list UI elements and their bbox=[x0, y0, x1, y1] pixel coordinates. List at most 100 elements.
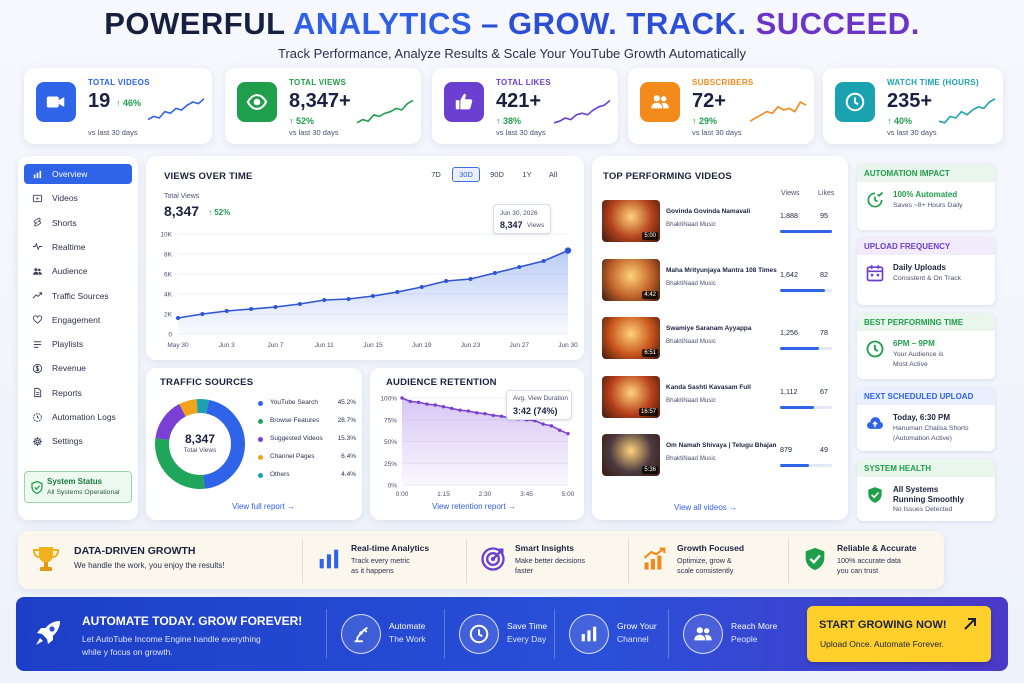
video-row[interactable]: 16:57 Kanda Sashti Kavasam Full BhaktiNaad… bbox=[602, 375, 838, 420]
info-card-line1: 100% Automated bbox=[893, 190, 958, 199]
view-all-videos-link[interactable]: View all videos → bbox=[674, 503, 737, 512]
stat-value: 72+ bbox=[692, 90, 726, 112]
sidebar-item-settings[interactable]: Settings bbox=[24, 431, 132, 451]
traffic-legend-item: Suggested Videos 15.3% bbox=[258, 435, 356, 445]
bar-chart-icon bbox=[581, 626, 597, 642]
sidebar-item-playlists[interactable]: Playlists bbox=[24, 334, 132, 354]
views-point bbox=[297, 302, 302, 306]
views-area bbox=[178, 250, 568, 334]
donut-slice-youtube-search bbox=[202, 399, 245, 489]
retention-y-tick: 100% bbox=[380, 396, 397, 403]
banner-item-line1: Reach More bbox=[731, 621, 778, 631]
retention-x-tick: 1:15 bbox=[437, 491, 450, 498]
start-growing-button[interactable]: START GROWING NOW! Upload Once. Automate… bbox=[807, 606, 991, 662]
retention-point bbox=[475, 411, 479, 415]
sidebar-item-revenue[interactable]: Revenue bbox=[24, 358, 132, 378]
retention-area bbox=[402, 398, 568, 485]
banner-item-grow-your: Grow Your Channel bbox=[554, 609, 664, 659]
cta-sub: Upload Once. Automate Forever. bbox=[820, 639, 944, 649]
video-thumbnail[interactable]: 4:42 bbox=[602, 258, 660, 301]
info-card-icon-wrap bbox=[865, 339, 885, 364]
legend-value: 28.7% bbox=[337, 417, 356, 424]
shield-check-icon bbox=[805, 547, 825, 571]
view-retention-report-link[interactable]: View retention report → bbox=[432, 502, 516, 511]
traffic-legend-item: Channel Pages 6.4% bbox=[258, 453, 356, 463]
views-x-tick: Jun 19 bbox=[412, 342, 432, 349]
sidebar-item-overview[interactable]: Overview bbox=[24, 164, 132, 184]
video-row[interactable]: 5:36 Om Namah Shivaya | Telugu Bhajan Bhak… bbox=[602, 434, 838, 478]
sidebar-item-shorts[interactable]: Shorts bbox=[24, 213, 132, 233]
retention-point bbox=[491, 413, 495, 418]
stat-sparkline bbox=[939, 98, 996, 124]
feature-line2: you can trust bbox=[837, 566, 879, 575]
retention-point bbox=[416, 400, 421, 405]
banner-item-save-time: Save Time Every Day bbox=[444, 609, 554, 659]
shield-check-icon bbox=[868, 487, 882, 503]
views-point bbox=[176, 316, 180, 320]
info-card-line2: Your Audience is bbox=[893, 351, 944, 358]
users-icon bbox=[694, 627, 712, 641]
sidebar-item-videos[interactable]: Videos bbox=[24, 188, 132, 208]
stat-card-subscribers: SUBSCRIBERS 72+ ↑ 29% vs last 30 days bbox=[628, 68, 814, 144]
views-point bbox=[395, 290, 400, 294]
range-button-7d[interactable]: 7D bbox=[431, 170, 441, 179]
sidebar-item-realtime[interactable]: Realtime bbox=[24, 237, 132, 257]
banner-item-line2: People bbox=[731, 634, 758, 644]
info-card-line2: Saves ~8+ Hours Daily bbox=[893, 202, 963, 209]
range-button-90d[interactable]: 90D bbox=[490, 170, 504, 179]
stat-period: vs last 30 days bbox=[496, 128, 546, 137]
range-button-1y[interactable]: 1Y bbox=[522, 170, 532, 179]
legend-dot bbox=[258, 473, 263, 478]
feature-title: Growth Focused bbox=[677, 543, 745, 553]
video-thumbnail[interactable]: 5:36 bbox=[602, 434, 660, 476]
video-channel: BhaktiNaad Music bbox=[666, 221, 716, 228]
info-card-line1: Daily Uploads bbox=[893, 263, 946, 272]
sidebar-item-reports[interactable]: Reports bbox=[24, 383, 132, 403]
info-card-header: UPLOAD FREQUENCY bbox=[857, 237, 995, 255]
video-row[interactable]: 4:42 Maha Mrityunjaya Mantra 108 Times Bha… bbox=[602, 258, 838, 303]
video-thumbnail[interactable]: 16:57 bbox=[602, 375, 660, 418]
info-card-line3: (Automation Active) bbox=[893, 435, 952, 442]
video-row[interactable]: 5:00 Govinda Govinda Namavali BhaktiNaad M… bbox=[602, 200, 838, 244]
feature-reliable-accurate: Reliable & Accurate 100% accurate data you… bbox=[788, 539, 944, 583]
stat-card-total-likes: TOTAL LIKES 421+ ↑ 38% vs last 30 days bbox=[432, 68, 618, 144]
video-row[interactable]: 6:51 Swamiye Saranam Ayyappa BhaktiNaad Mu… bbox=[602, 317, 838, 361]
retention-point bbox=[441, 405, 446, 409]
sidebar-item-audience[interactable]: Audience bbox=[24, 261, 132, 281]
video-thumbnail[interactable]: 5:00 bbox=[602, 200, 660, 242]
stat-period: vs last 30 days bbox=[88, 128, 138, 137]
stat-icon-box bbox=[640, 82, 680, 122]
retention-tooltip-label: Avg. View Duration bbox=[513, 395, 569, 402]
views-point bbox=[517, 265, 522, 269]
video-thumbnail[interactable]: 6:51 bbox=[602, 317, 660, 359]
banner-item-reach-more: Reach More People bbox=[668, 609, 778, 659]
sidebar-item-traffic-sources[interactable]: Traffic Sources bbox=[24, 286, 132, 306]
video-views-bar-track bbox=[780, 405, 832, 409]
sidebar-item-engagement[interactable]: Engagement bbox=[24, 310, 132, 330]
sidebar-item-label: Reports bbox=[52, 387, 82, 398]
retention-point bbox=[408, 399, 412, 404]
audience-retention-panel: AUDIENCE RETENTION 100% 75% 50% 25% 0% 0:00 1:… bbox=[370, 368, 584, 520]
video-likes: 95 bbox=[820, 211, 828, 220]
views-y-tick: 2K bbox=[164, 312, 173, 319]
views-y-tick: 6K bbox=[164, 272, 173, 279]
shorts-icon bbox=[33, 217, 42, 227]
retention-x-tick: 3:45 bbox=[520, 491, 533, 498]
legend-label: Channel Pages bbox=[270, 453, 315, 460]
info-card-best-performing-time: BEST PERFORMING TIME 6PM – 9PM Your Audien… bbox=[857, 313, 995, 379]
gear-icon bbox=[33, 436, 42, 446]
view-full-report-link[interactable]: View full report → bbox=[232, 502, 295, 511]
info-card-line2: Consistent & On Track bbox=[893, 275, 961, 282]
sidebar-item-automation-logs[interactable]: Automation Logs bbox=[24, 407, 132, 427]
legend-dot bbox=[258, 437, 263, 442]
page-subtitle: Track Performance, Analyze Results & Sca… bbox=[278, 46, 746, 61]
video-channel: BhaktiNaad Music bbox=[666, 455, 716, 462]
views-point bbox=[200, 312, 205, 316]
stat-sparkline bbox=[357, 99, 414, 124]
range-button-30d[interactable]: 30D bbox=[452, 167, 480, 182]
legend-value: 6.4% bbox=[341, 453, 356, 460]
range-button-all[interactable]: All bbox=[548, 170, 558, 179]
feature-line2: faster bbox=[515, 566, 533, 575]
banner-title: AUTOMATE TODAY. GROW FOREVER! bbox=[82, 614, 303, 628]
feature-icon-wrap bbox=[315, 545, 343, 578]
